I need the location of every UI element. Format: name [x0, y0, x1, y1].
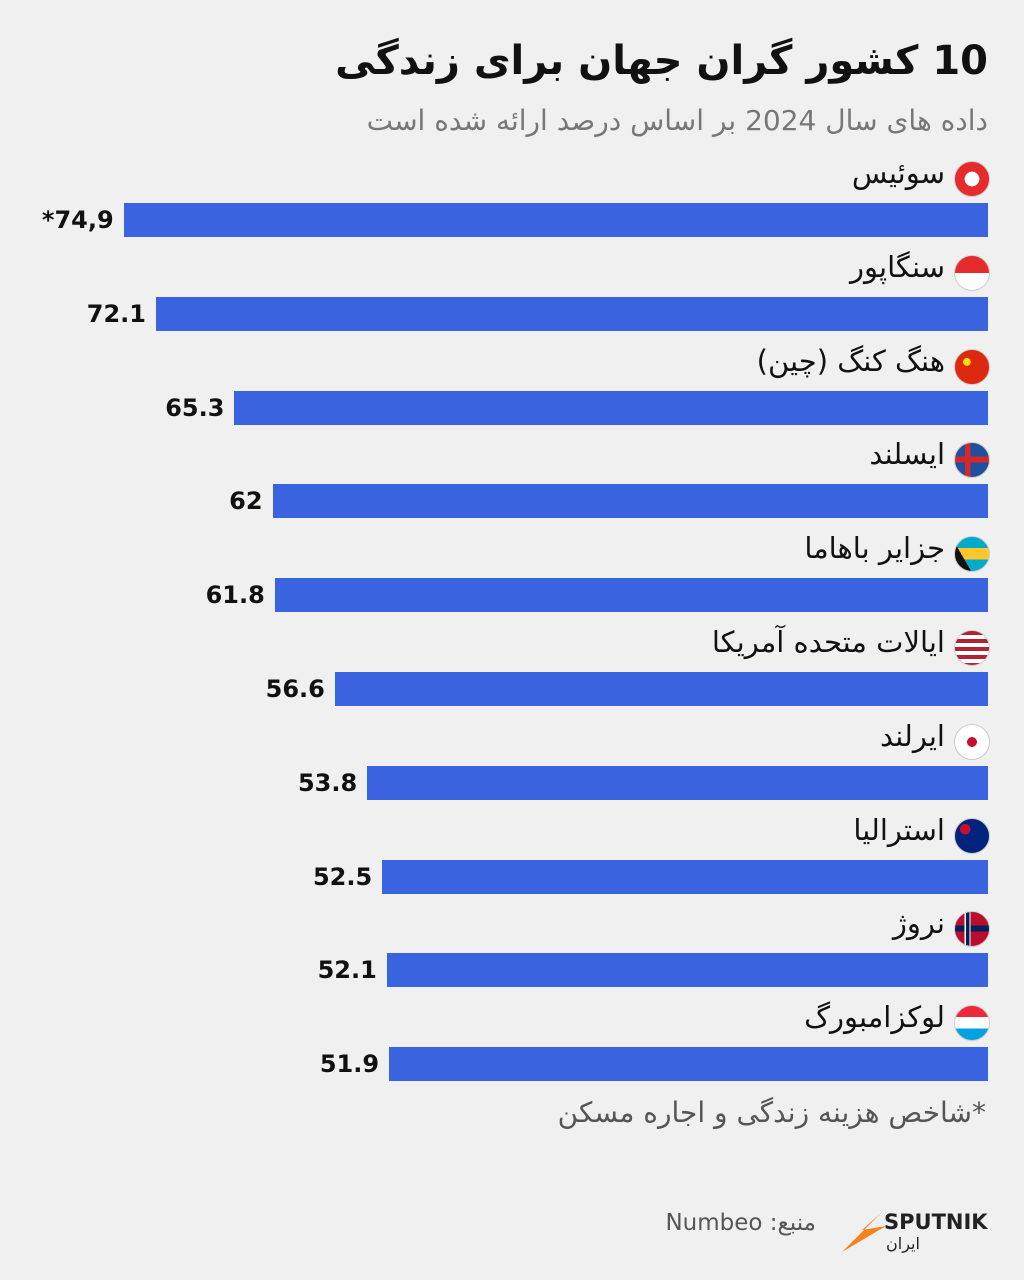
bar — [272, 484, 988, 519]
flag-icon — [954, 254, 990, 291]
flag-icon — [954, 536, 990, 573]
value-label: 52.5 — [312, 862, 373, 891]
bar — [389, 1047, 988, 1082]
category-label: سنگاپور — [850, 249, 945, 284]
value-label: 61.8 — [205, 581, 265, 610]
category-label: جزایر باهاما — [804, 531, 945, 566]
source: منبع: Numbeo — [665, 1210, 816, 1236]
bar — [155, 296, 988, 331]
value-label: 62 — [229, 487, 263, 516]
flag-icon — [954, 630, 990, 666]
bar — [386, 953, 988, 988]
value-label: 53.8 — [297, 768, 358, 797]
value-label: *74,9 — [41, 206, 114, 234]
flag-icon — [954, 1005, 990, 1042]
chart-subtitle: داده های سال 2024 بر اساس درصد ارائه شده… — [366, 104, 988, 137]
bar — [274, 578, 988, 613]
value-label: 52.1 — [317, 956, 377, 985]
category-label: لوکزامبورگ — [804, 1000, 945, 1035]
bar — [334, 672, 988, 706]
flag-icon — [954, 723, 990, 760]
footnote: *شاخص هزینه زندگی و اجاره مسکن — [557, 1096, 986, 1129]
value-label: 65.3 — [165, 393, 225, 422]
logo: SPUTNIK — [884, 1210, 988, 1234]
category-label: سوئیس — [851, 156, 945, 190]
logo-sub: ایران — [886, 1234, 920, 1253]
value-label: 51.9 — [319, 1050, 380, 1079]
flag-icon — [954, 348, 990, 385]
value-label: 56.6 — [265, 675, 325, 703]
flag-icon — [954, 817, 990, 854]
bar — [234, 390, 988, 425]
flag-icon — [954, 442, 990, 479]
category-label: استرالیا — [853, 812, 945, 847]
chart-title: 10 کشور گران جهان برای زندگی — [335, 38, 988, 84]
category-label: هنگ کنگ (چین) — [756, 343, 945, 378]
bar — [367, 765, 988, 800]
category-label: ایرلند — [880, 718, 945, 753]
flag-icon — [954, 161, 990, 197]
category-label: نروژ — [892, 906, 945, 941]
bar — [382, 859, 988, 894]
flag-icon — [954, 911, 990, 948]
category-label: ایالات متحده آمریکا — [711, 625, 945, 659]
category-label: ایسلند — [869, 437, 945, 472]
bar — [123, 203, 988, 237]
value-label: 72.1 — [86, 299, 146, 328]
logo-icon — [842, 1212, 886, 1252]
